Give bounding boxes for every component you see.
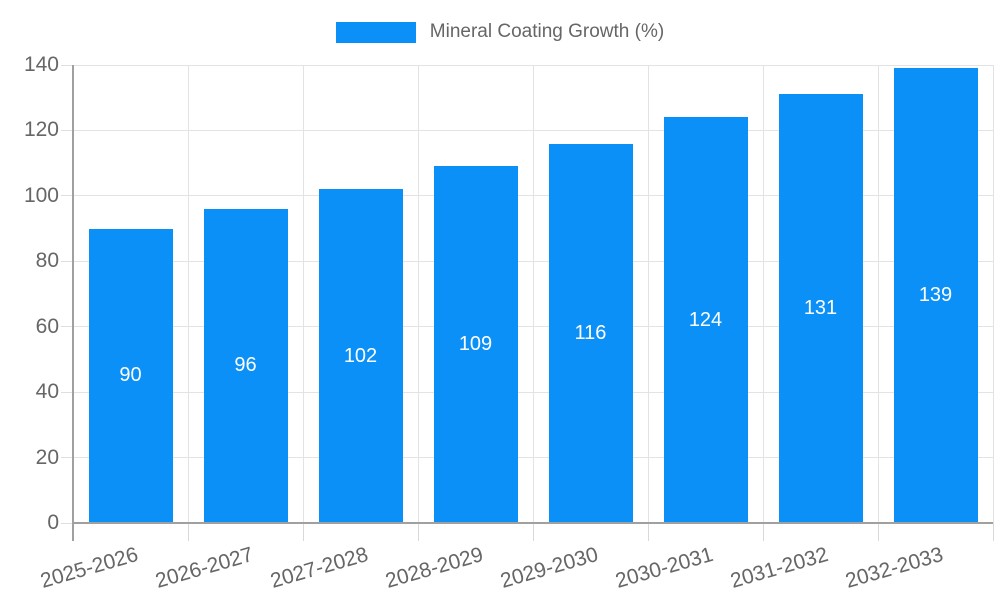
- x-axis-tick-label: 2028-2029: [382, 543, 486, 593]
- x-axis-tick: [647, 523, 649, 541]
- gridline-vertical: [877, 65, 879, 523]
- y-axis-tick-label: 60: [35, 314, 59, 338]
- x-axis-tick-label: 2030-2031: [612, 543, 716, 593]
- y-axis-tick-label: 0: [47, 511, 59, 534]
- x-axis-tick: [417, 523, 419, 541]
- x-axis-tick: [877, 523, 879, 541]
- y-axis-tick: [61, 129, 73, 131]
- bar-value-label: 116: [574, 321, 607, 344]
- gridline-vertical: [532, 65, 534, 523]
- bar-value-label: 96: [234, 354, 257, 377]
- gridline-vertical: [417, 65, 419, 523]
- y-axis-tick: [61, 260, 73, 262]
- gridline-vertical: [762, 65, 764, 523]
- y-axis-tick-label: 80: [35, 249, 59, 273]
- x-axis-tick-label: 2026-2027: [152, 543, 256, 593]
- bar[interactable]: 90: [88, 228, 173, 523]
- bar-value-label: 109: [458, 333, 493, 356]
- bar[interactable]: 116: [548, 143, 633, 523]
- x-axis-tick-label: 2029-2030: [497, 543, 601, 593]
- x-axis-tick: [992, 523, 994, 541]
- bar[interactable]: 131: [778, 94, 863, 523]
- bar[interactable]: 124: [663, 117, 748, 523]
- x-axis-tick-label: 2025-2026: [37, 543, 141, 593]
- x-axis-tick: [302, 523, 304, 541]
- x-axis-tick: [532, 523, 534, 541]
- x-axis-tick-label: 2027-2028: [267, 543, 371, 593]
- y-axis-tick: [61, 391, 73, 393]
- bar-value-label: 102: [343, 344, 378, 367]
- bar-value-label: 131: [803, 297, 838, 320]
- gridline-vertical: [992, 65, 994, 523]
- x-axis-line: [73, 522, 993, 524]
- y-axis-tick-label: 120: [23, 118, 59, 142]
- legend-label[interactable]: Mineral Coating Growth (%): [429, 21, 665, 42]
- x-axis-tick: [187, 523, 189, 541]
- legend-swatch[interactable]: [335, 21, 416, 43]
- gridline-vertical: [647, 65, 649, 523]
- gridline-vertical: [302, 65, 304, 523]
- bar-value-label: 90: [119, 364, 142, 387]
- y-axis-line: [72, 65, 74, 541]
- y-axis-tick-label: 40: [35, 380, 59, 404]
- bar[interactable]: 102: [318, 189, 403, 523]
- bar[interactable]: 109: [433, 166, 518, 523]
- x-axis-tick-label: 2032-2033: [842, 543, 946, 593]
- y-axis-tick: [61, 64, 73, 66]
- y-axis-tick: [61, 522, 73, 524]
- x-axis-tick-label: 2031-2032: [727, 543, 831, 593]
- gridline-vertical: [187, 65, 189, 523]
- y-axis-tick: [61, 457, 73, 459]
- bar[interactable]: 96: [203, 208, 288, 523]
- legend[interactable]: Mineral Coating Growth (%): [0, 21, 1000, 43]
- bar-value-label: 139: [918, 284, 953, 307]
- y-axis-tick: [61, 326, 73, 328]
- x-axis-tick: [762, 523, 764, 541]
- y-axis-tick-label: 100: [23, 183, 59, 207]
- bar-value-label: 124: [688, 308, 723, 331]
- y-axis-tick-label: 140: [23, 53, 59, 76]
- y-axis-tick: [61, 195, 73, 197]
- bar[interactable]: 139: [893, 68, 978, 523]
- y-axis-tick-label: 20: [35, 445, 59, 469]
